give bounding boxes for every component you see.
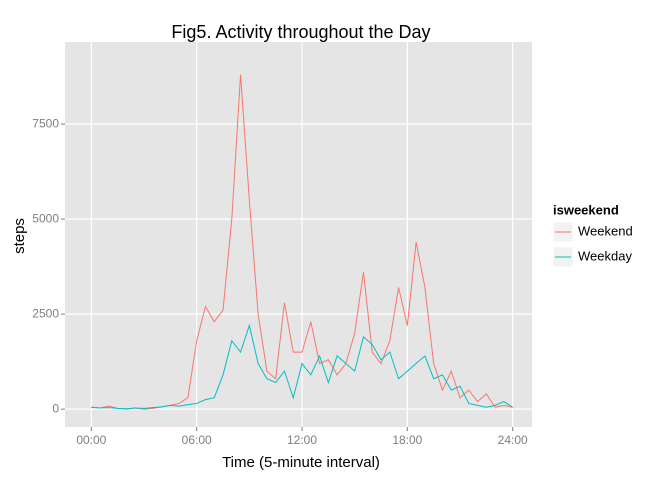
y-axis-label: steps xyxy=(11,218,28,254)
x-tick-label: 24:00 xyxy=(498,433,528,447)
x-tick-label: 12:00 xyxy=(287,433,317,447)
legend-label: Weekday xyxy=(578,248,632,263)
x-tick-label: 06:00 xyxy=(182,433,212,447)
x-axis-label: Time (5-minute interval) xyxy=(222,454,380,471)
plot-panel xyxy=(65,42,532,427)
y-tick-label: 2500 xyxy=(32,306,59,320)
chart-title: Fig5. Activity throughout the Day xyxy=(171,22,430,42)
legend-label: Weekend xyxy=(578,223,633,238)
legend-title: isweekend xyxy=(553,202,619,217)
series-line xyxy=(91,323,513,410)
y-tick-label: 0 xyxy=(52,401,59,415)
y-tick-label: 7500 xyxy=(32,116,59,130)
y-tick-label: 5000 xyxy=(32,211,59,225)
x-tick-label: 00:00 xyxy=(76,433,106,447)
x-tick-label: 18:00 xyxy=(392,433,422,447)
